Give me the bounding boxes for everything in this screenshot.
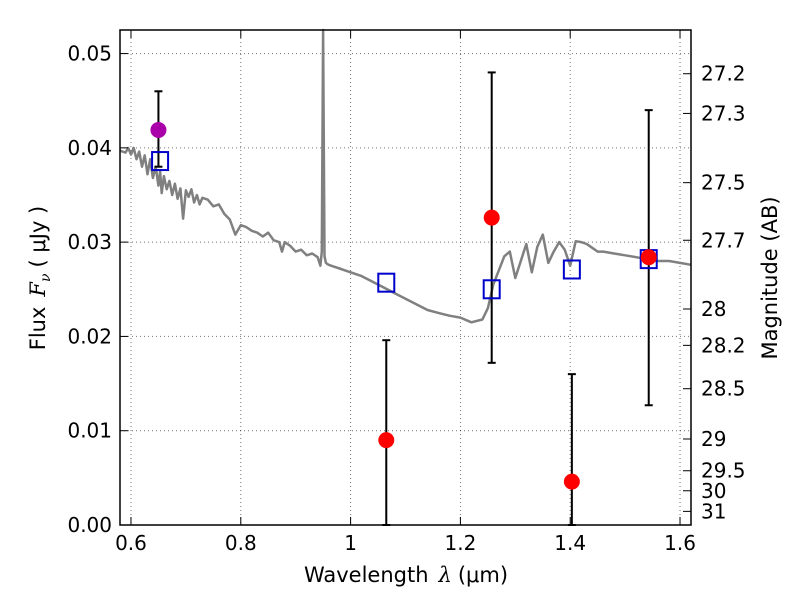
magnitude-tick-label: 31 [701,499,726,523]
model-photometry [151,151,658,300]
magnitude-tick-label: 29 [701,427,726,451]
model-photometry-square [482,279,501,300]
plot-frame [119,29,692,526]
y-tick-label: 0.01 [67,419,112,443]
x-tick-label: 0.6 [115,531,147,555]
magnitude-tick-label: 28.5 [701,377,746,401]
observed-flux-point [640,249,657,266]
observed-flux-point [378,432,395,449]
x-tick-label: 1.2 [444,531,476,555]
observed-points [150,121,657,490]
y-axis-label: FluxFν( μJy ) [26,206,54,350]
magnitude-tick-label: 28 [701,297,726,321]
x-tick-label: 0.8 [225,531,257,555]
observed-flux-point [150,121,167,138]
magnitude-tick-label: 27.3 [701,101,746,125]
x-axis-label: Wavelength λ (μm) [304,563,508,587]
y-tick-label: 0.05 [67,42,112,66]
magnitude-tick-label: 27.2 [701,62,746,86]
magnitude-tick-label: 27.7 [701,228,746,252]
y-tick-label: 0.00 [67,513,112,537]
model-photometry-square [562,259,581,280]
x-axis-ticks: 0.6 0.8 1 1.2 1.4 1.6 [115,30,696,555]
magnitude-axis-label: Magnitude (AB) [758,196,782,359]
grid-lines [120,30,691,526]
observed-flux-point [563,473,580,490]
magnitude-tick-label: 27.5 [701,171,746,195]
observed-flux-point [483,209,500,226]
model-spectrum [119,28,692,324]
magnitude-tick-label: 29.5 [701,459,746,483]
y-tick-label: 0.03 [67,230,112,254]
magnitude-tick-label: 28.2 [701,333,746,357]
model-photometry-square [151,151,170,172]
x-tick-label: 1 [344,531,357,555]
magnitude-tick-label: 30 [701,479,726,503]
x-tick-label: 1.6 [664,531,696,555]
model-spectrum-line [119,28,692,324]
model-photometry-square [377,272,396,293]
y-tick-label: 0.02 [67,324,112,348]
y-axis-ticks: 0.00 0.01 0.02 0.03 0.04 0.05 [67,42,128,537]
y-tick-label: 0.04 [67,136,112,160]
x-tick-label: 1.4 [554,531,586,555]
